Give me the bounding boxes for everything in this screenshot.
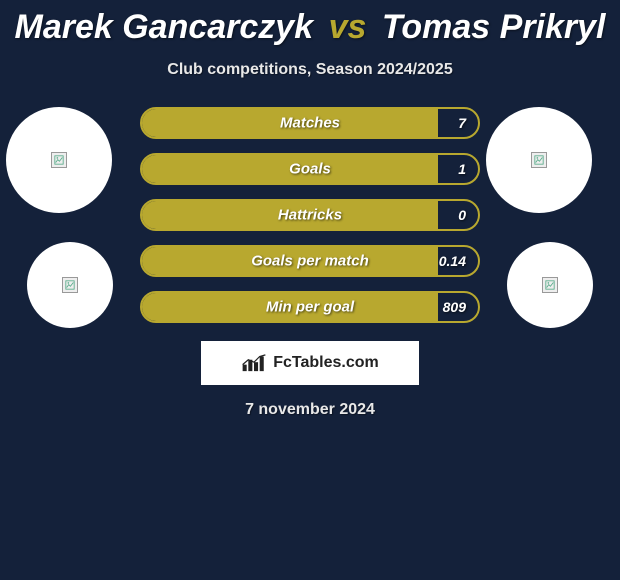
logo-text: FcTables.com: [273, 354, 379, 372]
stat-bars: Matches7Goals1Hattricks0Goals per match0…: [140, 107, 480, 323]
fctables-logo: FcTables.com: [201, 341, 419, 385]
player-circle-top_left: [6, 107, 112, 213]
broken-image-icon: [531, 152, 547, 168]
player1-name: Marek Gancarczyk: [15, 8, 314, 46]
bar-chart-icon: [241, 353, 267, 373]
stat-label: Goals: [142, 161, 478, 178]
broken-image-icon: [51, 152, 67, 168]
stat-value-right: 1: [458, 161, 466, 177]
stat-value-right: 0: [458, 207, 466, 223]
date-text: 7 november 2024: [0, 401, 620, 419]
broken-image-icon: [62, 277, 78, 293]
player-circle-bot_left: [27, 242, 113, 328]
stat-bar: Goals1: [140, 153, 480, 185]
stat-bar: Matches7: [140, 107, 480, 139]
stat-label: Matches: [142, 115, 478, 132]
stat-bar: Min per goal809: [140, 291, 480, 323]
subtitle: Club competitions, Season 2024/2025: [0, 61, 620, 79]
stat-value-right: 0.14: [439, 253, 466, 269]
stat-value-right: 7: [458, 115, 466, 131]
comparison-arena: Matches7Goals1Hattricks0Goals per match0…: [0, 107, 620, 323]
player-circle-top_right: [486, 107, 592, 213]
player2-name: Tomas Prikryl: [382, 8, 606, 46]
stat-label: Min per goal: [142, 299, 478, 316]
vs-text: vs: [329, 8, 367, 46]
stat-label: Goals per match: [142, 253, 478, 270]
stat-label: Hattricks: [142, 207, 478, 224]
stat-bar: Goals per match0.14: [140, 245, 480, 277]
stat-value-right: 809: [443, 299, 466, 315]
player-circle-bot_right: [507, 242, 593, 328]
stat-bar: Hattricks0: [140, 199, 480, 231]
comparison-title: Marek Gancarczyk vs Tomas Prikryl: [0, 0, 620, 47]
broken-image-icon: [542, 277, 558, 293]
